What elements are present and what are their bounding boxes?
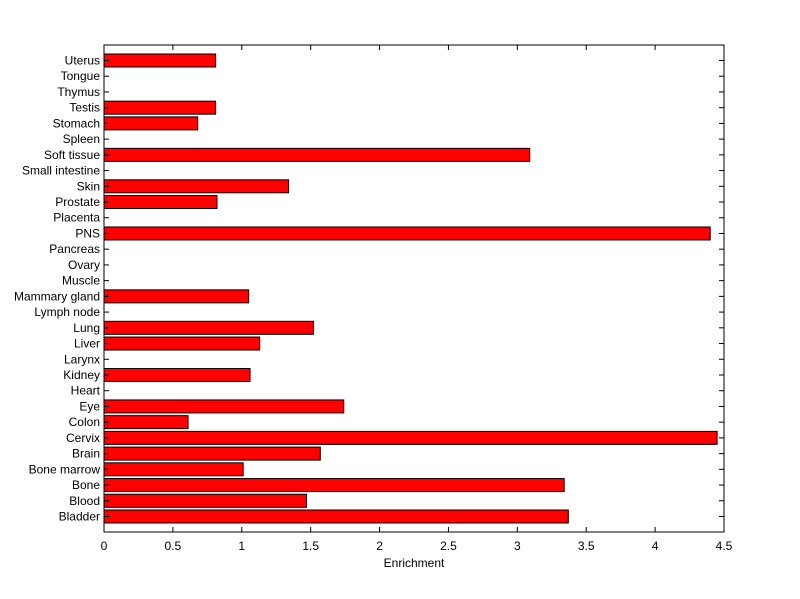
bar-soft-tissue xyxy=(103,147,531,162)
y-tick-label: Mammary gland xyxy=(14,289,100,303)
x-tick-label: 4.5 xyxy=(716,539,733,553)
bar-stomach xyxy=(103,116,199,131)
x-tick-label: 0 xyxy=(101,539,108,553)
x-tick-label: 2 xyxy=(376,539,383,553)
bar-cervix xyxy=(103,430,718,445)
y-tick-label: Pancreas xyxy=(49,242,100,256)
x-tick-label: 0.5 xyxy=(165,539,182,553)
bar-kidney xyxy=(103,367,251,382)
x-tick-label: 1.5 xyxy=(302,539,319,553)
y-tick-label: Lung xyxy=(73,321,100,335)
bar-liver xyxy=(103,336,261,351)
y-tick-label: Skin xyxy=(77,179,100,193)
y-tick-label: Soft tissue xyxy=(44,148,100,162)
y-tick-label: Bone xyxy=(72,478,100,492)
y-tick-label: Uterus xyxy=(65,54,100,68)
y-tick-label: Testis xyxy=(69,101,100,115)
y-tick-label: Larynx xyxy=(64,352,100,366)
y-tick-label: Spleen xyxy=(63,132,100,146)
x-tick-label: 1 xyxy=(238,539,245,553)
y-tick-label: Bladder xyxy=(59,510,100,524)
y-tick-label: Lymph node xyxy=(34,305,100,319)
y-tick-label: Placenta xyxy=(53,211,100,225)
y-tick-label: Prostate xyxy=(55,195,100,209)
bar-brain xyxy=(103,446,321,461)
y-tick-label: Stomach xyxy=(53,116,100,130)
x-axis-title: Enrichment xyxy=(384,556,445,570)
x-tick-label: 3.5 xyxy=(578,539,595,553)
y-tick-label: Thymus xyxy=(57,85,100,99)
plot-frame xyxy=(103,44,725,533)
bar-eye xyxy=(103,399,345,414)
bar-blood xyxy=(103,493,308,508)
y-tick-label: Blood xyxy=(69,494,100,508)
y-tick-label: Tongue xyxy=(61,69,101,83)
y-tick-label: PNS xyxy=(75,226,100,240)
x-tick-label: 2.5 xyxy=(440,539,457,553)
bar-prostate xyxy=(103,195,218,210)
y-tick-label: Bone marrow xyxy=(29,462,101,476)
y-tick-label: Small intestine xyxy=(22,164,100,178)
y-tick-label: Colon xyxy=(69,415,100,429)
y-tick-label: Kidney xyxy=(63,368,100,382)
y-tick-label: Muscle xyxy=(62,274,100,288)
x-tick-label: 4 xyxy=(652,539,659,553)
bar-colon xyxy=(103,415,189,430)
y-tick-label: Eye xyxy=(79,399,100,413)
y-tick-label: Ovary xyxy=(68,258,100,272)
y-tick-label: Cervix xyxy=(66,431,100,445)
bar-skin xyxy=(103,179,290,194)
y-tick-label: Brain xyxy=(72,447,100,461)
bar-bladder xyxy=(103,509,569,524)
bar-lung xyxy=(103,320,314,335)
bar-bone xyxy=(103,478,565,493)
bar-bone-marrow xyxy=(103,462,244,477)
x-tick-label: 3 xyxy=(514,539,521,553)
bar-pns xyxy=(103,226,711,241)
y-tick-label: Heart xyxy=(71,384,101,398)
bar-testis xyxy=(103,100,217,115)
y-tick-label: Liver xyxy=(74,337,100,351)
bar-uterus xyxy=(103,53,217,68)
bar-mammary-gland xyxy=(103,289,250,304)
